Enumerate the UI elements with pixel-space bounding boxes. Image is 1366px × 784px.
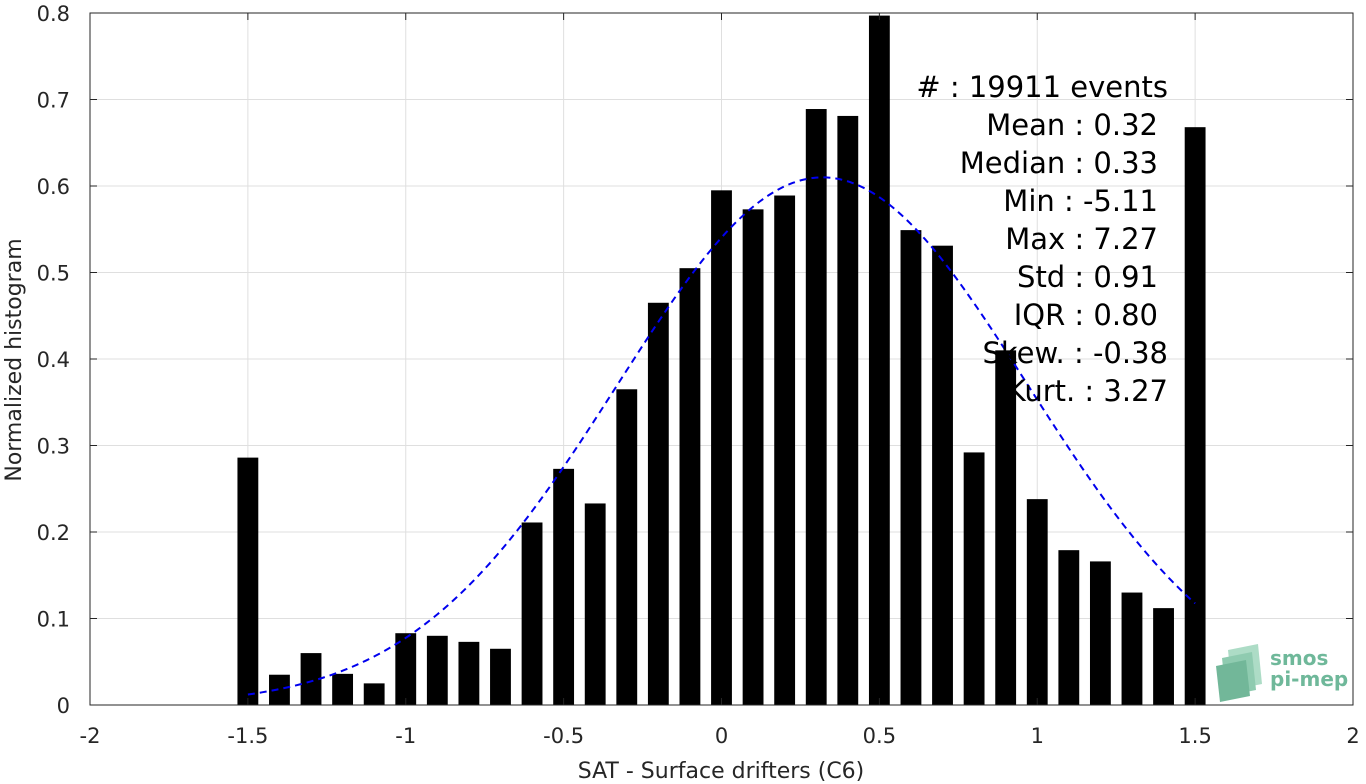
statistics-box: # : 19911 events Mean : 0.32 Median : 0.… [916,70,1168,408]
histogram-bar [458,641,480,705]
histogram-bar [521,522,543,705]
histogram-bar [1058,550,1080,705]
y-tick-label: 0.7 [37,89,70,113]
histogram-bar [679,268,701,705]
histogram-bar [1026,499,1048,705]
stat-max: Max : 7.27 [1005,222,1158,256]
histogram-bar [237,457,259,705]
histogram-bar [1121,592,1143,705]
x-tick-labels: -2 -1.5 -1 -0.5 0 0.5 1 1.5 2 [80,724,1360,748]
histogram-bar [553,468,575,705]
histogram-bar [995,350,1017,705]
histogram-bar [868,15,890,706]
histogram-bar [837,115,859,705]
logo-line1: smos [1270,646,1328,670]
y-tick-label: 0.3 [37,435,70,459]
histogram-bar [742,209,764,706]
histogram-bar [363,683,385,705]
histogram-bar [1153,608,1174,705]
x-tick-label: 2 [1346,724,1359,748]
y-tick-label: 0.6 [37,175,70,199]
axis-ticks [89,12,1354,706]
stat-iqr: IQR : 0.80 [1014,298,1158,332]
x-tick-label: -2 [80,724,101,748]
stat-skewness: Skew. : -0.38 [982,336,1168,370]
x-tick-label: -1.5 [227,724,268,748]
histogram-bar [774,195,796,705]
logo-layers-icon [1216,644,1262,702]
x-tick-label: 1.5 [1178,724,1211,748]
histogram-bar [269,674,290,705]
stat-median: Median : 0.33 [960,146,1158,180]
y-tick-label: 0 [57,694,70,718]
histogram-bar [1089,561,1111,705]
y-tick-label: 0.4 [37,348,70,372]
smos-pimep-logo: smos pi-mep [1216,644,1348,702]
histogram-bar [932,245,953,705]
normal-fit-curve [247,176,1196,696]
x-tick-label: 0.5 [863,724,896,748]
histogram-bar [395,633,417,705]
histogram-bar [584,503,606,705]
histogram-bar [647,302,669,705]
histogram-bar [490,648,511,705]
x-tick-label: 0 [715,724,728,748]
histogram-bar [805,109,827,705]
x-tick-label: -1 [395,724,416,748]
histogram-bar [963,452,985,705]
x-axis-label: SAT - Surface drifters (C6) [578,759,865,784]
y-axis-label: Normalized histogram [2,238,27,481]
histogram-bar [300,653,322,705]
y-tick-labels: 0 0.1 0.2 0.3 0.4 0.5 0.6 0.7 0.8 [37,2,70,718]
x-tick-label: -0.5 [543,724,584,748]
y-tick-label: 0.5 [37,262,70,286]
y-tick-label: 0.2 [37,521,70,545]
histogram-bar [711,190,732,705]
stat-std: Std : 0.91 [1017,260,1158,294]
stat-count: # : 19911 events [916,70,1168,104]
stat-kurtosis: Kurt. : 3.27 [1007,374,1168,408]
histogram-bar [616,389,638,705]
stat-mean: Mean : 0.32 [986,108,1158,142]
x-tick-label: 1 [1031,724,1044,748]
histogram-bar [426,635,448,705]
y-tick-label: 0.8 [37,2,70,26]
histogram-bar [900,230,922,706]
stat-min: Min : -5.11 [1003,184,1158,218]
histogram-bar [332,673,354,705]
y-tick-label: 0.1 [37,608,70,632]
logo-line2: pi-mep [1270,667,1348,691]
histogram-bars [237,15,1206,706]
histogram-bar [1184,127,1206,706]
